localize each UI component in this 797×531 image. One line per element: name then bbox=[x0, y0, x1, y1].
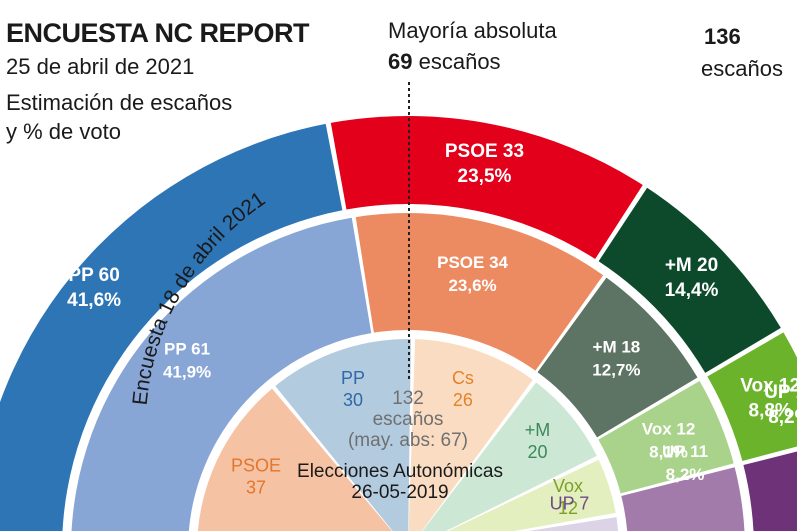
seat-value-1-3: 8,1% bbox=[649, 443, 688, 462]
seat-segment-2-up bbox=[528, 517, 619, 531]
seat-label-1-2: +M 18 bbox=[593, 338, 641, 357]
seat-segment-1-psoe bbox=[355, 213, 604, 371]
seat-label-2-2: Cs bbox=[452, 368, 474, 388]
total-seats-value: 136 bbox=[704, 24, 741, 49]
seat-segment-0-mas-m bbox=[598, 187, 781, 373]
majority-label: Mayoría absoluta bbox=[388, 18, 557, 43]
seat-value-2-3: 20 bbox=[528, 442, 548, 462]
seat-segment-0-pp bbox=[0, 123, 343, 531]
seat-segment-2-mas-m bbox=[422, 382, 597, 531]
seat-segment-2-pp bbox=[275, 339, 411, 531]
seat-label-2-1: PP bbox=[341, 368, 365, 388]
seat-value-2-4: 12 bbox=[558, 498, 578, 518]
seat-label-0-4: UP 11 bbox=[764, 382, 797, 403]
seat-label-0-0: PP 60 bbox=[68, 265, 119, 286]
chart-date: 25 de abril de 2021 bbox=[6, 54, 195, 79]
seat-value-0-0: 41,6% bbox=[67, 290, 121, 311]
majority-value: 69 bbox=[388, 49, 413, 74]
seat-value-1-2: 12,7% bbox=[592, 361, 640, 380]
parliament-labels: PP 60 41,6% PSOE 33 23,5% +M 20 14,4% Vox 12 8,… bbox=[67, 141, 797, 518]
seat-segment-1-vox bbox=[598, 381, 734, 494]
seat-value-0-2: 14,4% bbox=[665, 280, 719, 301]
seat-value-1-0: 41,9% bbox=[163, 363, 211, 382]
seat-value-0-3: 8,8% bbox=[749, 400, 792, 421]
seat-segment-2-psoe bbox=[197, 388, 392, 531]
parliament-rings bbox=[0, 116, 797, 531]
seat-label-2-0: PSOE bbox=[231, 455, 281, 475]
seat-segment-0-vox bbox=[707, 332, 797, 462]
chart-subtitle-line2: y % de voto bbox=[6, 119, 121, 144]
seat-segment-0-up bbox=[743, 451, 797, 531]
seat-label-2-4: Vox bbox=[553, 476, 583, 496]
seat-value-0-4: 8,2% bbox=[768, 407, 797, 428]
seat-label-2-5: UP 7 bbox=[550, 494, 590, 514]
seat-value-2-1: 30 bbox=[343, 390, 363, 410]
seat-label-0-2: +M 20 bbox=[665, 255, 718, 276]
center-majority: (may. abs: 67) bbox=[348, 430, 468, 451]
seat-value-1-1: 23,6% bbox=[448, 276, 496, 295]
center-total-seats: 132 bbox=[392, 388, 424, 409]
seat-segment-1-up bbox=[621, 467, 745, 531]
center-election-date: 26-05-2019 bbox=[351, 482, 448, 503]
majority-unit: escaños bbox=[418, 49, 501, 74]
seat-segment-2-cs bbox=[408, 339, 533, 531]
center-election-name: Elecciones Autonómicas bbox=[297, 461, 503, 482]
seat-segment-0-psoe bbox=[330, 116, 643, 259]
seat-label-2-3: +M bbox=[525, 420, 551, 440]
seat-label-0-3: Vox 12 bbox=[740, 375, 797, 396]
seat-value-2-2: 26 bbox=[453, 390, 473, 410]
seat-label-1-4: UP 11 bbox=[662, 442, 708, 461]
seat-label-1-0: PP 61 bbox=[164, 340, 210, 359]
majority-value-line: 69 escaños bbox=[388, 49, 501, 75]
seat-value-0-1: 23,5% bbox=[458, 166, 512, 187]
seat-segment-1-pp bbox=[71, 217, 372, 531]
total-seats-unit: escaños bbox=[701, 56, 783, 81]
seat-label-1-1: PSOE 34 bbox=[437, 253, 508, 272]
seat-segment-1-mas-m bbox=[537, 277, 698, 438]
seat-value-2-0: 37 bbox=[246, 477, 266, 497]
seat-value-1-4: 8,2% bbox=[666, 465, 705, 484]
seat-label-1-3: Vox 12 bbox=[642, 420, 696, 439]
seat-label-0-1: PSOE 33 bbox=[445, 141, 524, 162]
seat-segment-2-vox bbox=[448, 459, 616, 531]
chart-title: ENCUESTA NC REPORT bbox=[6, 18, 310, 48]
center-seats-unit: escaños bbox=[373, 409, 444, 430]
chart-subtitle-line1: Estimación de escaños bbox=[6, 90, 233, 115]
center-legend: 132 escaños (may. abs: 67) Elecciones Au… bbox=[297, 388, 503, 503]
